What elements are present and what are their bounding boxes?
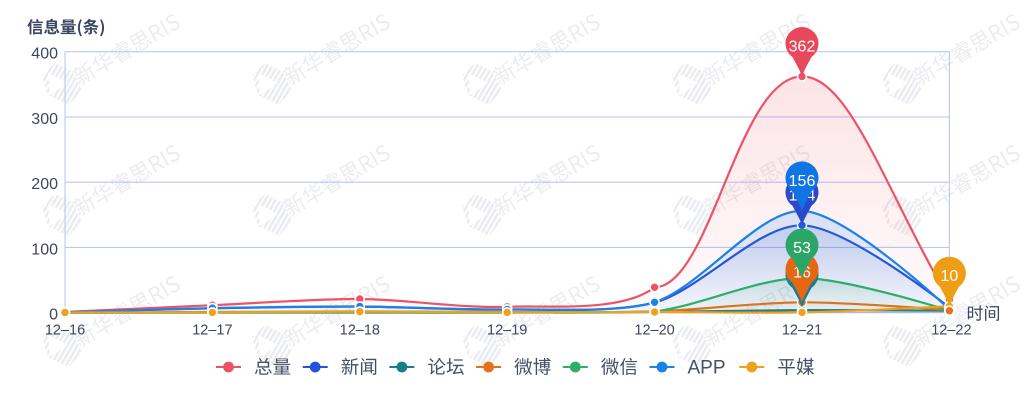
svg-text:10: 10 [941,268,959,285]
svg-text:100: 100 [31,241,58,258]
svg-text:APP: APP [688,358,726,379]
svg-text:400: 400 [31,46,58,63]
svg-text:12–20: 12–20 [634,323,674,339]
svg-text:12–21: 12–21 [782,323,822,339]
svg-text:156: 156 [789,173,816,190]
svg-text:300: 300 [31,111,58,128]
svg-text:12–22: 12–22 [931,323,971,339]
svg-text:12–17: 12–17 [192,323,232,339]
svg-text:12–19: 12–19 [487,323,527,339]
svg-text:362: 362 [789,39,816,56]
svg-text:0: 0 [49,307,58,324]
svg-text:200: 200 [31,176,58,193]
svg-text:12–16: 12–16 [45,323,85,339]
svg-text:12–18: 12–18 [340,323,380,339]
svg-text:53: 53 [793,240,811,257]
